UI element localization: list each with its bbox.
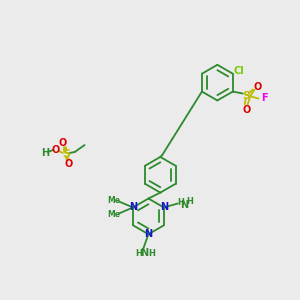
Text: N: N (144, 229, 152, 239)
Text: S: S (62, 149, 70, 159)
Text: H: H (186, 197, 193, 206)
Text: O: O (64, 159, 73, 169)
Text: N: N (160, 202, 168, 212)
Text: Me: Me (108, 210, 121, 219)
Text: N: N (181, 200, 189, 211)
Text: N: N (140, 248, 148, 258)
Text: H: H (41, 148, 49, 158)
Text: O: O (59, 138, 67, 148)
Text: H: H (148, 248, 155, 257)
Text: H: H (135, 248, 142, 257)
Text: N: N (129, 202, 137, 212)
Text: S: S (243, 91, 251, 100)
Text: F: F (261, 94, 268, 103)
Text: Me: Me (108, 196, 121, 205)
Text: H: H (177, 198, 184, 207)
Text: O: O (52, 145, 60, 155)
Text: Cl: Cl (233, 66, 244, 76)
Text: O: O (243, 105, 251, 116)
Text: O: O (254, 82, 262, 92)
